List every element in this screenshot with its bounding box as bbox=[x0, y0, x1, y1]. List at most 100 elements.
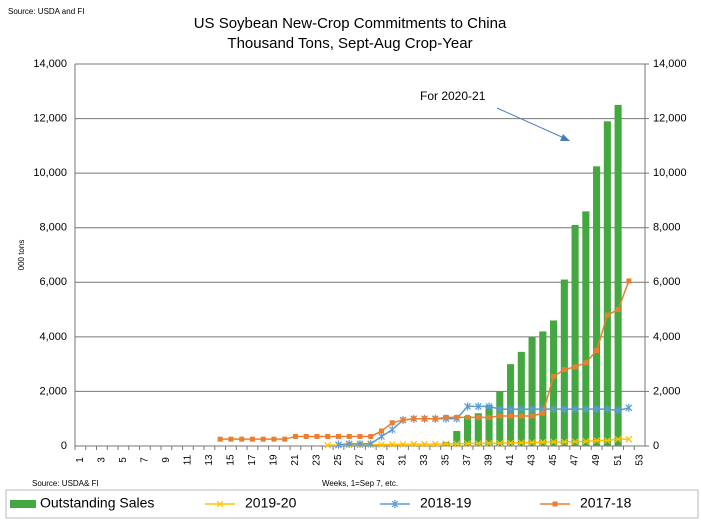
marker-x bbox=[528, 439, 536, 446]
marker bbox=[465, 414, 471, 420]
marker bbox=[464, 402, 471, 411]
y-tick-label: 8,000 bbox=[39, 222, 67, 234]
marker bbox=[422, 416, 428, 422]
y-tick-label: 2,000 bbox=[39, 385, 67, 397]
marker bbox=[594, 348, 600, 353]
marker-square bbox=[465, 414, 471, 420]
marker-x bbox=[485, 439, 493, 447]
marker bbox=[410, 440, 418, 448]
x-tick-label: 25 bbox=[333, 454, 344, 466]
x-tick-label: 35 bbox=[441, 454, 452, 466]
marker bbox=[475, 414, 481, 420]
marker-square bbox=[432, 416, 438, 422]
marker bbox=[604, 312, 610, 318]
marker bbox=[593, 437, 601, 444]
marker bbox=[614, 406, 622, 415]
marker-square bbox=[443, 414, 449, 420]
marker bbox=[517, 405, 525, 414]
marker bbox=[442, 440, 450, 448]
marker bbox=[432, 416, 438, 422]
bar bbox=[463, 415, 472, 446]
arrow-head bbox=[560, 134, 570, 141]
marker bbox=[485, 439, 493, 447]
marker-square bbox=[260, 436, 266, 442]
marker-square bbox=[400, 417, 406, 423]
marker bbox=[528, 439, 536, 446]
marker-square bbox=[583, 360, 589, 366]
legend-swatch bbox=[10, 500, 36, 508]
marker bbox=[378, 432, 385, 441]
marker-x bbox=[593, 437, 601, 444]
marker-square bbox=[497, 413, 503, 419]
marker bbox=[496, 439, 504, 447]
marker-x bbox=[539, 438, 547, 446]
marker bbox=[399, 440, 407, 448]
marker bbox=[615, 307, 621, 313]
marker-x bbox=[410, 440, 418, 448]
y-tick-label: 14,000 bbox=[33, 58, 67, 70]
marker-x bbox=[625, 435, 633, 443]
annotation-arrow bbox=[496, 107, 565, 139]
marker-square bbox=[572, 364, 578, 370]
bar bbox=[582, 211, 590, 446]
marker-x bbox=[517, 439, 525, 447]
marker bbox=[626, 278, 632, 284]
marker-x bbox=[464, 440, 471, 447]
marker bbox=[391, 500, 399, 508]
marker-square bbox=[271, 436, 277, 442]
marker-square bbox=[454, 414, 460, 420]
x-tick-label: 41 bbox=[505, 454, 516, 466]
marker bbox=[303, 433, 309, 439]
x-tick-label: 13 bbox=[204, 454, 215, 466]
marker bbox=[346, 433, 352, 439]
bar bbox=[550, 320, 558, 446]
marker bbox=[443, 414, 449, 420]
legend-label: Outstanding Sales bbox=[40, 495, 154, 511]
x-tick-label: 19 bbox=[269, 454, 280, 466]
bar bbox=[453, 430, 461, 446]
x-tick-label: 29 bbox=[376, 454, 387, 466]
y2-tick-label: 12,000 bbox=[653, 112, 687, 124]
bar bbox=[614, 104, 622, 446]
marker bbox=[497, 413, 503, 419]
marker bbox=[388, 425, 396, 434]
bar bbox=[528, 336, 536, 446]
bar bbox=[539, 331, 547, 446]
annotation: For 2020-21 bbox=[420, 89, 486, 103]
x-tick-label: 11 bbox=[183, 454, 194, 465]
marker bbox=[508, 413, 514, 419]
marker-x bbox=[496, 439, 504, 447]
marker-x bbox=[388, 440, 396, 448]
x-tick-label: 47 bbox=[570, 454, 581, 466]
marker-x bbox=[453, 440, 461, 448]
x-tick-label: 17 bbox=[247, 454, 258, 466]
marker bbox=[507, 439, 514, 447]
marker-square bbox=[389, 420, 395, 426]
y-tick-label: 10,000 bbox=[33, 167, 67, 179]
y2-tick-label: 10,000 bbox=[653, 167, 687, 179]
marker bbox=[292, 433, 298, 439]
marker-square bbox=[422, 416, 428, 422]
x-tick-label: 39 bbox=[484, 454, 495, 466]
y-axis-label: 000 tons bbox=[17, 240, 26, 271]
y-tick-label: 12,000 bbox=[33, 112, 67, 124]
marker-square bbox=[594, 348, 600, 353]
marker bbox=[389, 420, 395, 426]
marker-square bbox=[282, 436, 288, 442]
marker bbox=[249, 436, 255, 442]
bar bbox=[603, 121, 611, 447]
marker-square bbox=[411, 416, 417, 422]
marker bbox=[345, 439, 353, 448]
y-tick-label: 4,000 bbox=[39, 331, 67, 343]
marker bbox=[582, 437, 590, 445]
source-top: Source: USDA and FI bbox=[8, 7, 84, 16]
marker bbox=[603, 437, 611, 444]
marker bbox=[528, 405, 536, 414]
marker bbox=[625, 435, 633, 443]
x-tick-label: 23 bbox=[312, 454, 323, 466]
bar bbox=[507, 364, 515, 446]
marker bbox=[400, 417, 406, 423]
marker bbox=[571, 405, 579, 414]
y2-tick-label: 2,000 bbox=[653, 385, 681, 397]
